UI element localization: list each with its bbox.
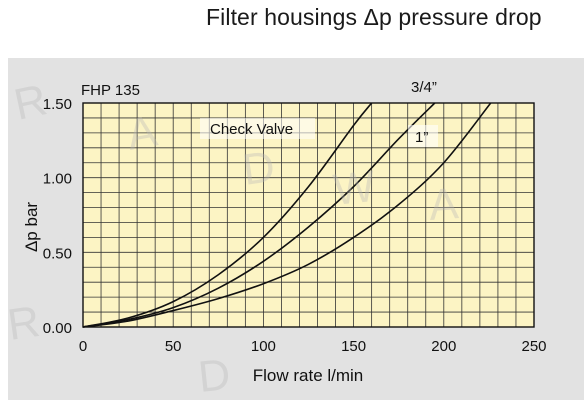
y-tick-label: 1.50 — [43, 96, 72, 113]
check-valve-label: Check Valve — [210, 121, 293, 138]
x-tick-label: 150 — [341, 338, 366, 355]
x-tick-label: 100 — [251, 338, 276, 355]
x-axis-label: Flow rate l/min — [253, 366, 364, 385]
watermark-letter: D — [240, 142, 278, 195]
series-line-3 — [82, 102, 492, 328]
size-1-box: 1” — [408, 125, 438, 147]
plot-frame — [82, 102, 535, 328]
x-tick-label: 250 — [521, 338, 546, 355]
size-3-4-label: 3/4” — [411, 79, 437, 96]
y-tick-label: 0.00 — [43, 320, 72, 337]
watermark-letter: A — [427, 179, 460, 230]
y-tick-label: 0.50 — [43, 245, 72, 262]
x-tick-label: 200 — [431, 338, 456, 355]
series-line-1 — [82, 102, 373, 328]
watermark-letter: D — [196, 350, 233, 400]
y-tick-label: 1.00 — [43, 171, 72, 188]
size-1-label: 1” — [415, 129, 428, 146]
watermark-letter: R — [10, 75, 51, 130]
plot-background — [83, 103, 534, 327]
series-line-2 — [82, 102, 436, 328]
y-axis-label: Δp bar — [22, 202, 41, 252]
x-tick-label: 50 — [165, 338, 182, 355]
watermark-letter: R — [5, 297, 43, 350]
x-tick-label: 0 — [79, 338, 87, 355]
check-valve-box: Check Valve — [200, 118, 315, 139]
model-label: FHP 135 — [81, 82, 140, 99]
watermark-letter: W — [331, 162, 378, 215]
page-title: Filter housings Δp pressure drop — [206, 4, 542, 30]
